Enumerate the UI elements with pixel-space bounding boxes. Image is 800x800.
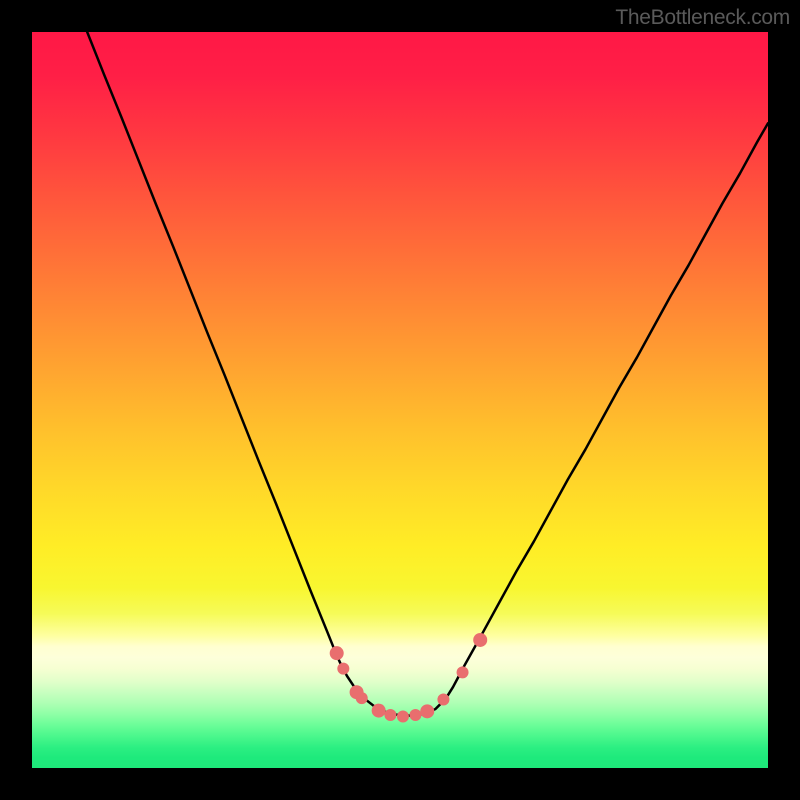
marker-dot <box>337 663 349 675</box>
chart-svg <box>0 0 800 800</box>
marker-dot <box>473 633 487 647</box>
marker-dot <box>330 646 344 660</box>
chart-container: TheBottleneck.com <box>0 0 800 800</box>
marker-dot <box>384 709 396 721</box>
marker-dot <box>409 709 421 721</box>
gradient-background <box>32 32 768 768</box>
marker-dot <box>356 692 368 704</box>
marker-dot <box>372 704 386 718</box>
marker-dot <box>397 710 409 722</box>
marker-dot <box>437 694 449 706</box>
marker-dot <box>420 704 434 718</box>
marker-dot <box>457 666 469 678</box>
